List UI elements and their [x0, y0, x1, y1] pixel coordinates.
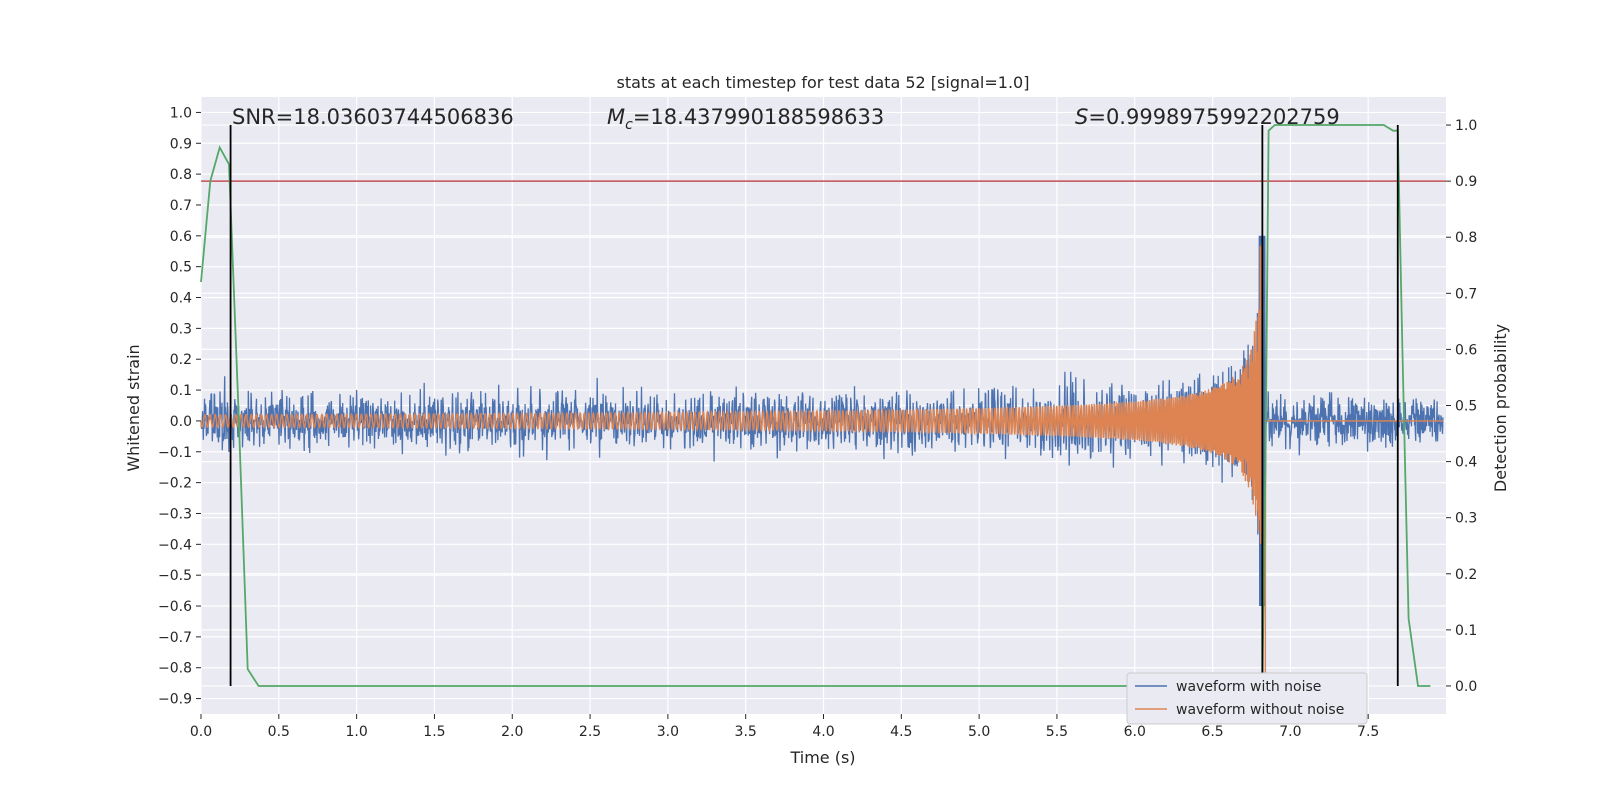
y-tick-label: −0.9: [158, 692, 192, 708]
x-tick-label: 3.5: [735, 724, 757, 740]
y-tick-label: 0.2: [170, 352, 192, 368]
y-tick-label: −0.5: [158, 568, 192, 584]
y2-tick-label: 0.9: [1455, 174, 1477, 190]
x-tick-label: 3.0: [657, 724, 679, 740]
ticks: 0.0 0.5 1.0 1.5 2.0 2.5 3.0 3.5 4.0 4.5 5.0 5.5 6.0 6…: [158, 105, 1477, 740]
score-value: =0.9998975992202759: [1088, 105, 1339, 129]
x-tick-label: 4.5: [890, 724, 912, 740]
chirp-mass-subscript: c: [625, 117, 633, 133]
y2-tick-label: 0.7: [1455, 286, 1477, 302]
overlay-layer: [200, 124, 1446, 687]
x-tick-label: 6.5: [1201, 724, 1223, 740]
x-tick-label: 1.0: [345, 724, 367, 740]
y-tick-label: 0.6: [170, 229, 192, 245]
y-tick-label: 0.8: [170, 167, 192, 183]
y-tick-label: 0.7: [170, 198, 192, 214]
x-tick-label: 4.0: [812, 724, 834, 740]
x-tick-label: 7.5: [1357, 724, 1379, 740]
y-tick-label: −0.8: [158, 661, 192, 677]
chirp-mass-symbol: M: [607, 105, 625, 129]
x-tick-label: 1.5: [423, 724, 445, 740]
y-tick-label: 0.9: [170, 136, 192, 152]
detection-probability-line: [200, 124, 1431, 687]
legend-label-noise: waveform with noise: [1176, 679, 1321, 695]
y2-tick-label: 0.2: [1455, 567, 1477, 583]
x-tick-label: 2.5: [579, 724, 601, 740]
chirp-mass-annotation: Mc=18.437990188598633: [607, 105, 884, 133]
x-tick-label: 6.0: [1124, 724, 1146, 740]
y-axis-label: Whitened strain: [124, 344, 143, 471]
snr-annotation: SNR=18.03603744506836: [232, 105, 514, 129]
x-tick-label: 0.5: [268, 724, 290, 740]
y2-tick-label: 0.8: [1455, 230, 1477, 246]
y-tick-label: 0.0: [170, 414, 192, 430]
series-layer: [200, 235, 1444, 700]
y-tick-label: 0.5: [170, 260, 192, 276]
y2-tick-label: 1.0: [1455, 118, 1477, 134]
x-tick-label: 2.0: [501, 724, 523, 740]
y-tick-label: −0.4: [158, 537, 192, 553]
score-annotation: S=0.9998975992202759: [1075, 105, 1340, 129]
score-symbol: S: [1075, 105, 1088, 129]
y-tick-label: −0.2: [158, 476, 192, 492]
x-axis-label: Time (s): [789, 748, 855, 767]
x-tick-label: 7.0: [1279, 724, 1301, 740]
chart-title: stats at each timestep for test data 52 …: [617, 73, 1030, 92]
y2-tick-label: 0.0: [1455, 679, 1477, 695]
legend-box: [1126, 672, 1368, 725]
x-tick-label: 5.5: [1046, 724, 1068, 740]
y-tick-label: 1.0: [170, 105, 192, 121]
y2-tick-label: 0.3: [1455, 511, 1477, 527]
y2-axis-label: Detection probability: [1491, 324, 1510, 492]
y2-tick-label: 0.6: [1455, 342, 1477, 358]
y-tick-label: 0.3: [170, 321, 192, 337]
y2-tick-label: 0.1: [1455, 623, 1477, 639]
y2-tick-label: 0.5: [1455, 399, 1477, 415]
legend-label-clean: waveform without noise: [1176, 702, 1344, 718]
legend: waveform with noise waveform without noi…: [1126, 672, 1368, 725]
y-tick-label: −0.1: [158, 445, 192, 461]
chirp-mass-value: =18.437990188598633: [633, 105, 884, 129]
y-tick-label: −0.3: [158, 506, 192, 522]
clean-waveform-line: [200, 243, 1443, 700]
y-tick-label: −0.6: [158, 599, 192, 615]
y-tick-label: −0.7: [158, 630, 192, 646]
x-tick-label: 5.0: [968, 724, 990, 740]
y2-tick-label: 0.4: [1455, 455, 1477, 471]
y-tick-label: 0.1: [170, 383, 192, 399]
x-tick-label: 0.0: [190, 724, 212, 740]
y-tick-label: 0.4: [170, 291, 192, 307]
